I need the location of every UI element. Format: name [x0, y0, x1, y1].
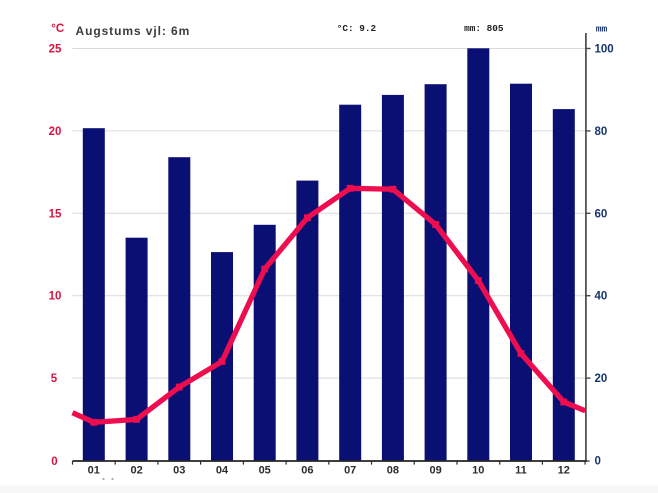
svg-text:20: 20 [49, 126, 62, 138]
svg-text:02: 02 [130, 465, 142, 477]
svg-text:09: 09 [429, 465, 441, 477]
svg-text:01: 01 [88, 465, 100, 477]
svg-text:0: 0 [51, 456, 57, 468]
svg-text:03: 03 [173, 465, 185, 477]
svg-text:12: 12 [558, 465, 570, 477]
svg-text:Augstums vjl: 6m: Augstums vjl: 6m [76, 24, 191, 38]
svg-text:mm: 805: mm: 805 [464, 23, 504, 34]
svg-text:mm: mm [596, 24, 608, 35]
svg-text:25: 25 [49, 44, 62, 56]
svg-text:11: 11 [515, 465, 527, 477]
svg-text:100: 100 [595, 44, 614, 56]
svg-text:06: 06 [301, 465, 313, 477]
svg-text:80: 80 [595, 126, 608, 138]
svg-text:60: 60 [595, 208, 608, 220]
svg-text:04: 04 [216, 465, 229, 477]
svg-text:15: 15 [49, 208, 62, 220]
svg-text:°C: °C [51, 23, 64, 35]
svg-text:40: 40 [595, 291, 608, 303]
svg-text:0: 0 [595, 456, 601, 468]
svg-text:10: 10 [472, 465, 484, 477]
svg-text:08: 08 [387, 465, 399, 477]
svg-text:°C: 9.2: °C: 9.2 [337, 23, 377, 34]
svg-text:20: 20 [595, 373, 608, 385]
svg-text:5: 5 [51, 373, 58, 385]
svg-text:05: 05 [259, 465, 271, 477]
svg-text:07: 07 [344, 465, 356, 477]
svg-text:10: 10 [49, 291, 62, 303]
